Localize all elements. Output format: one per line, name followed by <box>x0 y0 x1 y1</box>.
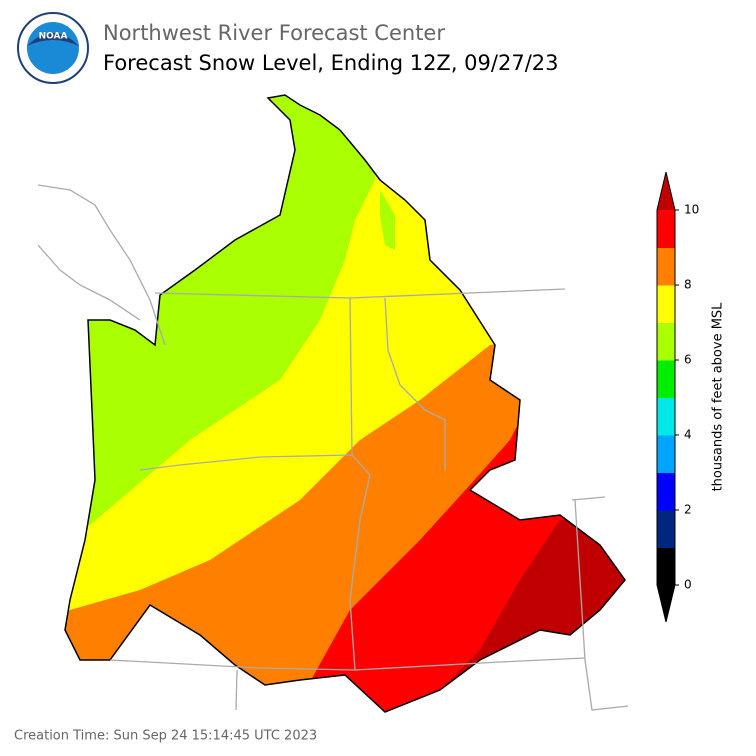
colorbar-tick-label: 0 <box>684 578 692 592</box>
band-6-7 <box>380 190 395 250</box>
creation-time: Creation Time: Sun Sep 24 15:14:45 UTC 2… <box>14 729 317 744</box>
colorbar-segment <box>657 247 675 286</box>
logo: NOAA <box>17 12 89 84</box>
colorbar-under <box>657 585 675 622</box>
colorbar-segment <box>657 210 675 248</box>
colorbar-segment <box>657 285 675 323</box>
colorbar-tick-label: 2 <box>684 503 692 517</box>
colorbar-segment <box>657 322 675 361</box>
colorbar-label: thousands of feet above MSL <box>711 302 726 492</box>
colorbar-tick-label: 8 <box>684 278 692 292</box>
colorbar-tick-label: 6 <box>684 353 692 367</box>
state-lines <box>37 184 629 711</box>
colorbar-segment <box>657 510 675 548</box>
logo-text: NOAA <box>39 32 68 42</box>
colorbar-segment <box>657 435 675 473</box>
colorbar-tick-label: 4 <box>684 428 692 442</box>
colorbar: 0 2 4 6 8 10 <box>656 171 699 623</box>
colorbar-segment <box>657 397 675 436</box>
map-title: Forecast Snow Level, Ending 12Z, 09/27/2… <box>103 51 559 75</box>
colorbar-over <box>657 172 675 210</box>
colorbar-segment <box>657 360 675 398</box>
org-title: Northwest River Forecast Center <box>103 21 445 45</box>
colorbar-segment <box>657 547 675 586</box>
colorbar-segment <box>657 472 675 511</box>
colorbar-tick-label: 10 <box>684 203 699 217</box>
